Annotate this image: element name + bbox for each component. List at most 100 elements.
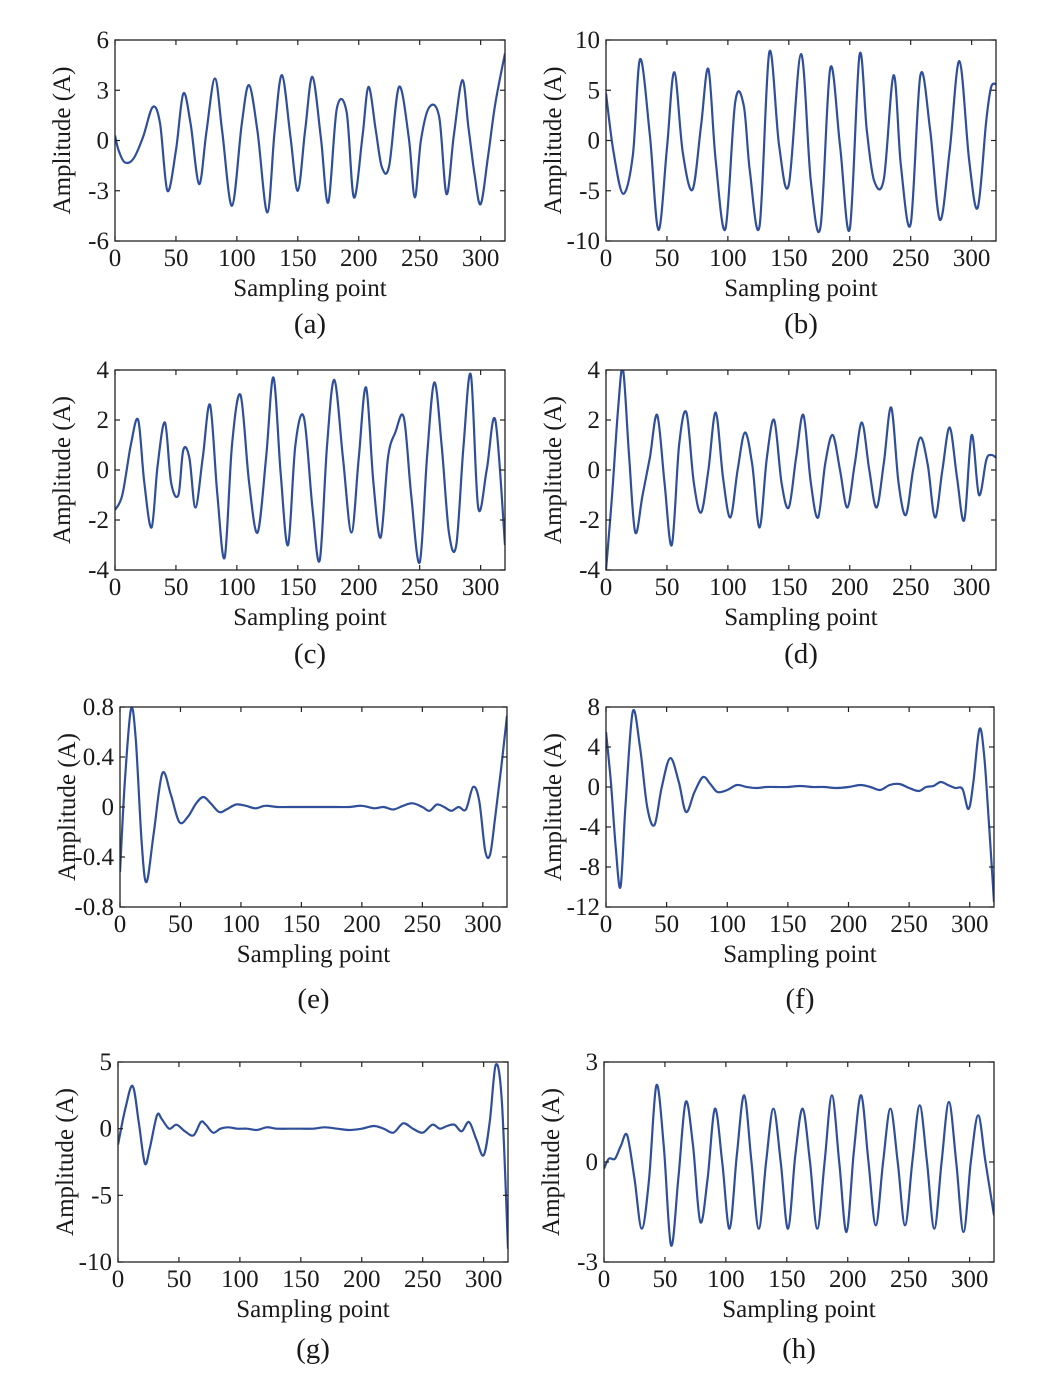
y-tick-label: 2	[97, 407, 110, 434]
y-tick-label: -10	[567, 228, 600, 255]
subplot-d: 0 50 100 150 200 250 300 -4 -2 0 2 4 Sampling point A…	[540, 357, 997, 670]
x-tick-label: 0	[109, 245, 122, 272]
series-line	[115, 372, 505, 564]
x-tick-label: 300	[953, 574, 991, 601]
y-tick-label: -5	[91, 1182, 112, 1209]
x-tick-label: 150	[283, 911, 321, 938]
y-tick-label: 10	[575, 27, 600, 54]
subplot-a: 0 50 100 150 200 250 300 -6 -3 0 3 6 Sampling point A…	[49, 27, 506, 340]
x-tick-label: 150	[769, 911, 807, 938]
subplot-caption: (e)	[297, 983, 329, 1015]
y-tick-label: 4	[588, 734, 601, 761]
x-tick-label: 150	[770, 245, 808, 272]
y-tick-label: 0	[588, 774, 601, 801]
x-tick-label: 200	[343, 911, 381, 938]
y-axis-label: Amplitude (A)	[538, 1088, 565, 1236]
x-tick-label: 50	[652, 1266, 677, 1293]
y-tick-label: -12	[567, 894, 600, 921]
subplot-g: 0 50 100 150 200 250 300 -10 -5 0 5 Sampling point A…	[52, 1049, 509, 1365]
x-tick-label: 100	[218, 574, 256, 601]
x-tick-label: 200	[831, 574, 869, 601]
y-tick-label: 2	[588, 407, 601, 434]
y-tick-label: -6	[88, 228, 109, 255]
plot-frame	[605, 369, 997, 571]
x-tick-label: 300	[464, 911, 502, 938]
series-line	[606, 49, 996, 234]
subplot-caption: (g)	[296, 1333, 330, 1365]
subplot-caption: (d)	[784, 638, 818, 670]
y-tick-label: -10	[79, 1249, 112, 1276]
x-tick-label: 100	[709, 911, 747, 938]
y-tick-label: 0.8	[83, 694, 114, 721]
x-tick-label: 150	[279, 245, 317, 272]
y-axis-label: Amplitude (A)	[49, 396, 76, 544]
subplot-c: 0 50 100 150 200 250 300 -4 -2 0 2 4 Sampling point A…	[49, 357, 506, 670]
y-tick-label: -2	[88, 507, 109, 534]
y-tick-label: -3	[88, 178, 109, 205]
series-line	[606, 370, 996, 570]
y-tick-label: 5	[588, 77, 601, 104]
y-tick-label: -0.4	[74, 844, 114, 871]
x-tick-label: 0	[112, 1266, 125, 1293]
x-tick-label: 250	[401, 245, 439, 272]
subplot-caption: (b)	[784, 308, 818, 340]
y-tick-label: 8	[588, 694, 601, 721]
x-axis-label: Sampling point	[723, 941, 877, 968]
series-line	[120, 707, 507, 884]
x-tick-label: 50	[654, 245, 679, 272]
y-tick-label: 4	[588, 357, 601, 384]
plot-frame	[117, 1061, 509, 1263]
x-axis-label: Sampling point	[724, 604, 878, 631]
subplot-b: 0 50 100 150 200 250 300 -10 -5 0 5 10 Sampling poin…	[540, 27, 997, 340]
x-tick-label: 100	[221, 1266, 259, 1293]
series-line	[115, 53, 505, 214]
y-tick-label: -4	[579, 814, 600, 841]
x-axis-label: Sampling point	[236, 1296, 390, 1323]
x-axis-label: Sampling point	[722, 1296, 876, 1323]
subplot-caption: (a)	[294, 308, 326, 340]
x-tick-label: 50	[168, 911, 193, 938]
y-tick-label: 0	[100, 1116, 113, 1143]
y-tick-label: 0	[97, 128, 110, 155]
x-tick-label: 200	[343, 1266, 381, 1293]
x-tick-label: 0	[600, 574, 613, 601]
y-tick-label: -0.8	[74, 894, 114, 921]
series-line	[604, 1083, 994, 1247]
y-tick-label: -4	[579, 557, 600, 584]
x-tick-label: 300	[953, 245, 991, 272]
x-tick-label: 150	[282, 1266, 320, 1293]
y-tick-label: -4	[88, 557, 109, 584]
y-axis-label: Amplitude (A)	[54, 733, 81, 881]
y-tick-label: 4	[97, 357, 110, 384]
y-tick-label: -2	[579, 507, 600, 534]
x-tick-label: 200	[830, 911, 868, 938]
x-tick-label: 150	[770, 574, 808, 601]
x-tick-label: 50	[163, 245, 188, 272]
x-tick-label: 300	[465, 1266, 503, 1293]
x-axis-label: Sampling point	[724, 275, 878, 302]
x-tick-label: 50	[654, 574, 679, 601]
x-tick-label: 0	[114, 911, 127, 938]
y-tick-label: -5	[579, 178, 600, 205]
x-tick-label: 200	[340, 574, 378, 601]
x-tick-label: 0	[598, 1266, 611, 1293]
plot-frame	[605, 706, 995, 908]
x-tick-label: 100	[222, 911, 260, 938]
x-tick-label: 0	[109, 574, 122, 601]
subplot-e: 0 50 100 150 200 250 300 -0.8 -0.4 0 0.4 0.8 Samplin…	[54, 694, 508, 1015]
x-tick-label: 250	[890, 1266, 928, 1293]
x-tick-label: 300	[951, 1266, 989, 1293]
subplot-caption: (h)	[782, 1333, 816, 1365]
y-axis-label: Amplitude (A)	[49, 67, 76, 215]
y-tick-label: 0	[588, 128, 601, 155]
subplot-caption: (f)	[786, 983, 815, 1015]
y-tick-label: 0.4	[83, 744, 115, 771]
y-tick-label: 3	[586, 1049, 599, 1076]
y-tick-label: -3	[577, 1249, 598, 1276]
x-tick-label: 100	[709, 574, 747, 601]
y-tick-label: 0	[102, 794, 115, 821]
x-tick-label: 0	[600, 911, 613, 938]
x-tick-label: 100	[707, 1266, 745, 1293]
y-axis-label: Amplitude (A)	[540, 67, 567, 215]
